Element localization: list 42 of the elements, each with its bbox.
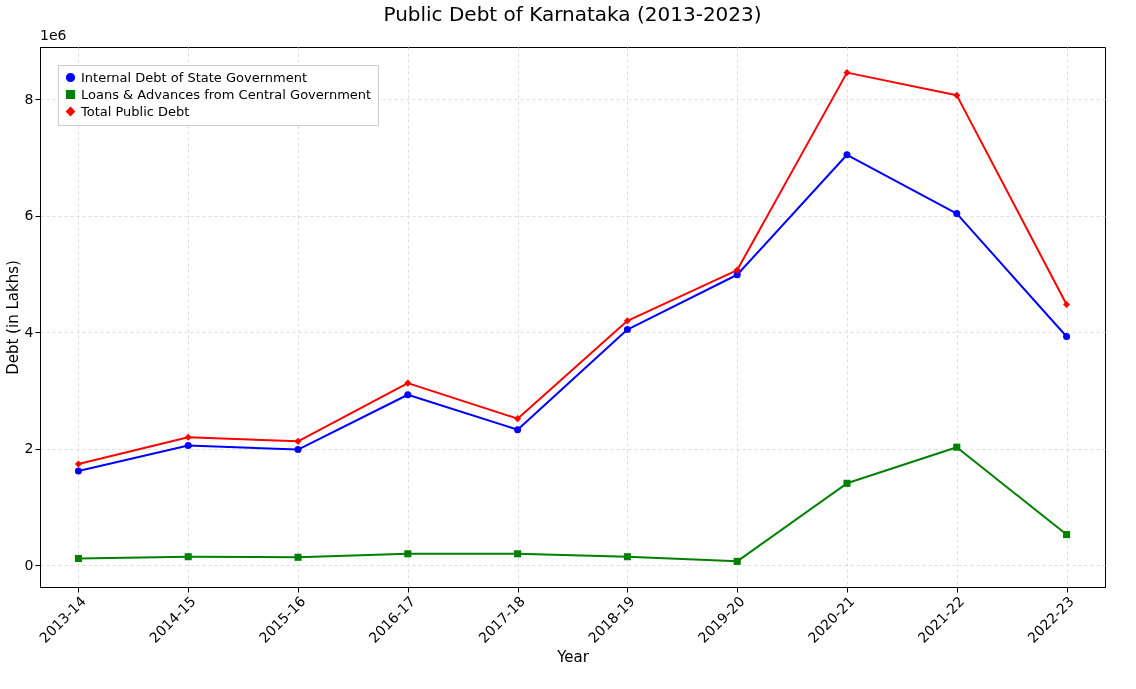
point <box>294 446 302 454</box>
point <box>733 266 741 274</box>
y-tick-label: 4 <box>24 323 34 340</box>
point <box>404 379 412 387</box>
y-tick-label: 8 <box>24 90 34 107</box>
point <box>623 326 631 334</box>
y-axis-title: Debt (in Lakhs) <box>3 260 22 375</box>
point <box>1063 531 1071 539</box>
point <box>184 441 192 449</box>
chart-title: Public Debt of Karnataka (2013-2023) <box>383 2 762 26</box>
point <box>514 415 522 423</box>
point <box>953 443 961 451</box>
point <box>623 553 631 561</box>
point <box>184 553 192 561</box>
point <box>294 437 302 445</box>
legend-label: Total Public Debt <box>80 103 190 119</box>
point <box>843 151 851 159</box>
point <box>514 550 522 558</box>
y-tick-label: 0 <box>24 556 34 573</box>
legend-label: Loans & Advances from Central Government <box>81 86 372 102</box>
point <box>953 91 961 99</box>
x-axis-title: Year <box>556 647 590 666</box>
point <box>404 550 412 558</box>
point <box>184 433 192 441</box>
point <box>843 69 851 77</box>
y-tick-label: 6 <box>24 207 34 224</box>
point <box>733 557 741 565</box>
point <box>733 271 741 279</box>
legend-label: Internal Debt of State Government <box>81 69 308 85</box>
point <box>514 426 522 434</box>
point <box>623 317 631 325</box>
point <box>843 479 851 487</box>
point <box>294 553 302 561</box>
text: 1e6 <box>40 27 67 43</box>
y-tick-label: 2 <box>24 440 34 457</box>
point <box>1063 332 1071 341</box>
point <box>74 467 82 475</box>
point <box>74 554 82 562</box>
point <box>404 391 412 399</box>
point <box>74 460 82 468</box>
point <box>1063 300 1071 309</box>
point <box>953 210 961 218</box>
